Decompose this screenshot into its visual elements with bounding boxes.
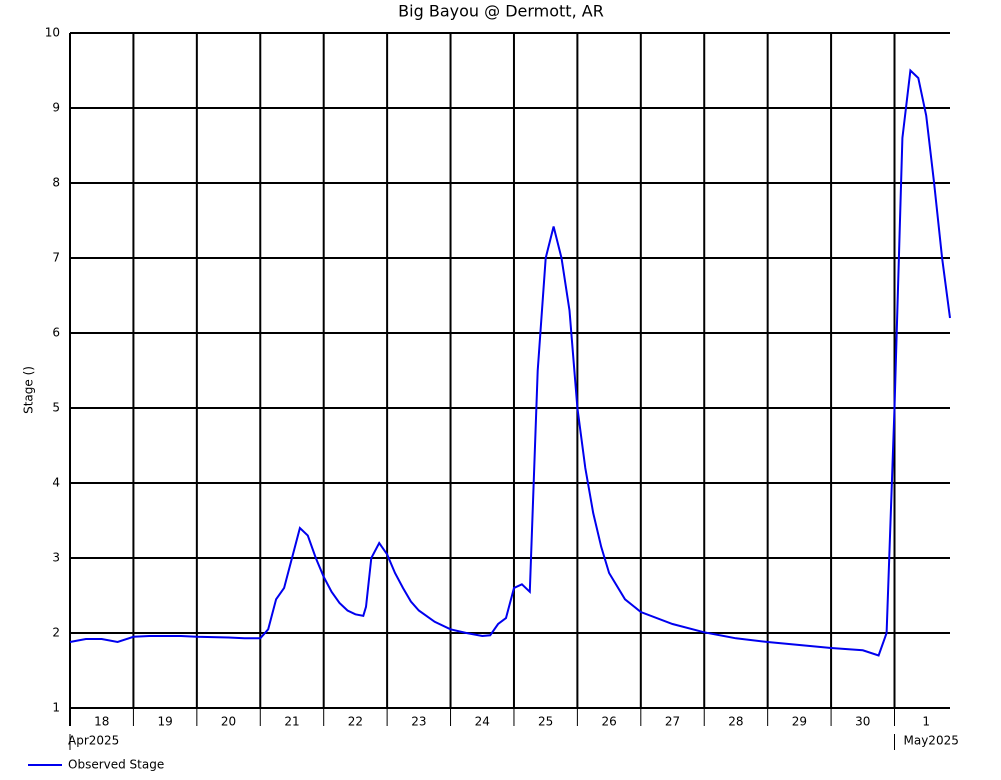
x-tick-label: 29 [792, 715, 807, 729]
x-tick-label: 28 [728, 715, 743, 729]
x-tick-label: 1 [922, 715, 930, 729]
legend-label: Observed Stage [68, 758, 164, 772]
x-tick-label: 18 [94, 715, 109, 729]
y-tick-label: 5 [52, 401, 60, 415]
x-tick-label: 24 [475, 715, 490, 729]
month-label: May2025 [904, 734, 959, 748]
month-label: Apr2025 [68, 734, 119, 748]
y-tick-label: 6 [52, 326, 60, 340]
x-tick-label: 19 [157, 715, 172, 729]
y-tick-label: 10 [45, 26, 60, 40]
series-line [69, 68, 951, 657]
y-tick-label: 8 [52, 176, 60, 190]
x-tick-label: 20 [221, 715, 236, 729]
x-tick-label: 27 [665, 715, 680, 729]
y-axis-label: Stage () [22, 366, 36, 414]
x-tick-label: 30 [855, 715, 870, 729]
y-tick-label: 2 [52, 626, 60, 640]
y-tick-label: 1 [52, 701, 60, 715]
y-tick-label: 3 [52, 551, 60, 565]
y-tick-label: 7 [52, 251, 60, 265]
x-tick-label: 23 [411, 715, 426, 729]
x-tick-label: 26 [601, 715, 616, 729]
y-tick-label: 9 [52, 101, 60, 115]
x-tick-label: 21 [284, 715, 299, 729]
y-tick-label: 4 [52, 476, 60, 490]
chart-title: Big Bayou @ Dermott, AR [398, 2, 604, 21]
x-tick-label: 25 [538, 715, 553, 729]
x-tick-label: 22 [348, 715, 363, 729]
